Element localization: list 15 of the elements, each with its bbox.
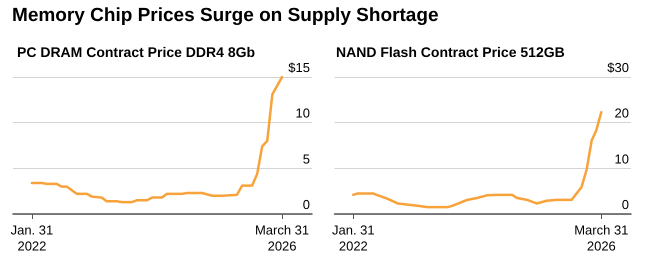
x-tick-label: Jan. 31 2022 [332,222,375,254]
y-tick-label: 0 [302,197,310,212]
y-tick-label: $15 [288,60,310,75]
y-tick-label: 10 [614,151,629,166]
x-tick-label: March 31 2026 [574,222,628,254]
text: Memory Chip Prices Surge on Supply Shortage [12,5,439,27]
y-tick-label: 0 [622,197,629,212]
y-tick-label: 10 [296,106,310,121]
x-tick-label: Jan. 31 2022 [10,222,54,254]
y-tick-label: 5 [302,151,310,166]
chart-title: NAND Flash Contract Price 512GB [336,44,565,60]
x-tick-label: March 31 2026 [254,222,310,254]
chart-title: PC DRAM Contract Price DDR4 8Gb [17,44,256,60]
y-tick-label: $30 [607,60,629,75]
y-tick-label: 20 [614,106,629,121]
